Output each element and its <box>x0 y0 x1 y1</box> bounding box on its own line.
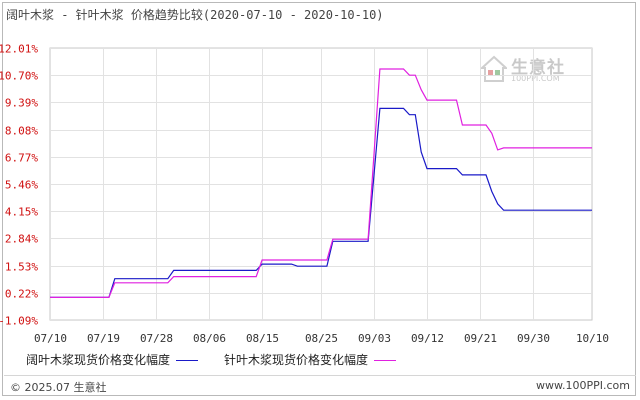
house-logo-icon <box>481 55 507 82</box>
x-tick-label: 07/19 <box>87 332 120 345</box>
x-tick-label: 09/30 <box>517 332 550 345</box>
legend-label-series1: 阔叶木浆现货价格变化幅度 <box>26 353 171 367</box>
footer-website[interactable]: www.100PPI.com <box>536 379 630 392</box>
x-tick-label: 07/28 <box>140 332 173 345</box>
y-tick-label: 12.01% <box>0 43 38 56</box>
x-tick-label: 09/03 <box>358 332 391 345</box>
watermark-brand: 生意社 <box>511 58 565 78</box>
legend-item-series1: 阔叶木浆现货价格变化幅度 <box>26 351 199 368</box>
x-tick-label: 08/15 <box>246 332 279 345</box>
chart-frame <box>2 2 636 396</box>
y-tick-label: 10.70% <box>0 70 38 83</box>
y-tick-label: -1.09% <box>0 315 38 328</box>
legend: 阔叶木浆现货价格变化幅度 针叶木浆现货价格变化幅度 <box>0 351 640 369</box>
watermark-site: 100PPI.COM <box>511 74 560 83</box>
x-tick-label: 08/25 <box>305 332 338 345</box>
x-tick-label: 10/10 <box>576 332 609 345</box>
footer-copyright: © 2025.07 生意社 <box>10 381 107 394</box>
y-tick-label: 0.22% <box>5 288 38 301</box>
series-line-2 <box>50 68 592 298</box>
legend-swatch-series1 <box>176 360 199 361</box>
y-tick-label: 4.15% <box>5 206 38 219</box>
x-tick-label: 08/06 <box>193 332 226 345</box>
series-line-1 <box>50 107 592 298</box>
x-tick-label: 09/21 <box>464 332 497 345</box>
chart-title: 阔叶木浆 - 针叶木浆 价格趋势比较(2020-07-10 - 2020-10-… <box>6 8 384 22</box>
y-tick-label: 1.53% <box>5 261 38 274</box>
watermark: 生意社 100PPI.COM <box>481 53 576 89</box>
y-tick-label: 6.77% <box>5 152 38 165</box>
legend-swatch-series2 <box>374 360 397 361</box>
legend-item-series2: 针叶木浆现货价格变化幅度 <box>224 351 397 368</box>
y-tick-label: 9.39% <box>5 97 38 110</box>
legend-label-series2: 针叶木浆现货价格变化幅度 <box>224 353 369 367</box>
footer-divider <box>4 375 636 376</box>
y-tick-label: 2.84% <box>5 233 38 246</box>
y-tick-label: 8.08% <box>5 125 38 138</box>
y-tick-label: 5.46% <box>5 179 38 192</box>
x-tick-label: 07/10 <box>34 332 67 345</box>
x-tick-label: 09/12 <box>411 332 444 345</box>
